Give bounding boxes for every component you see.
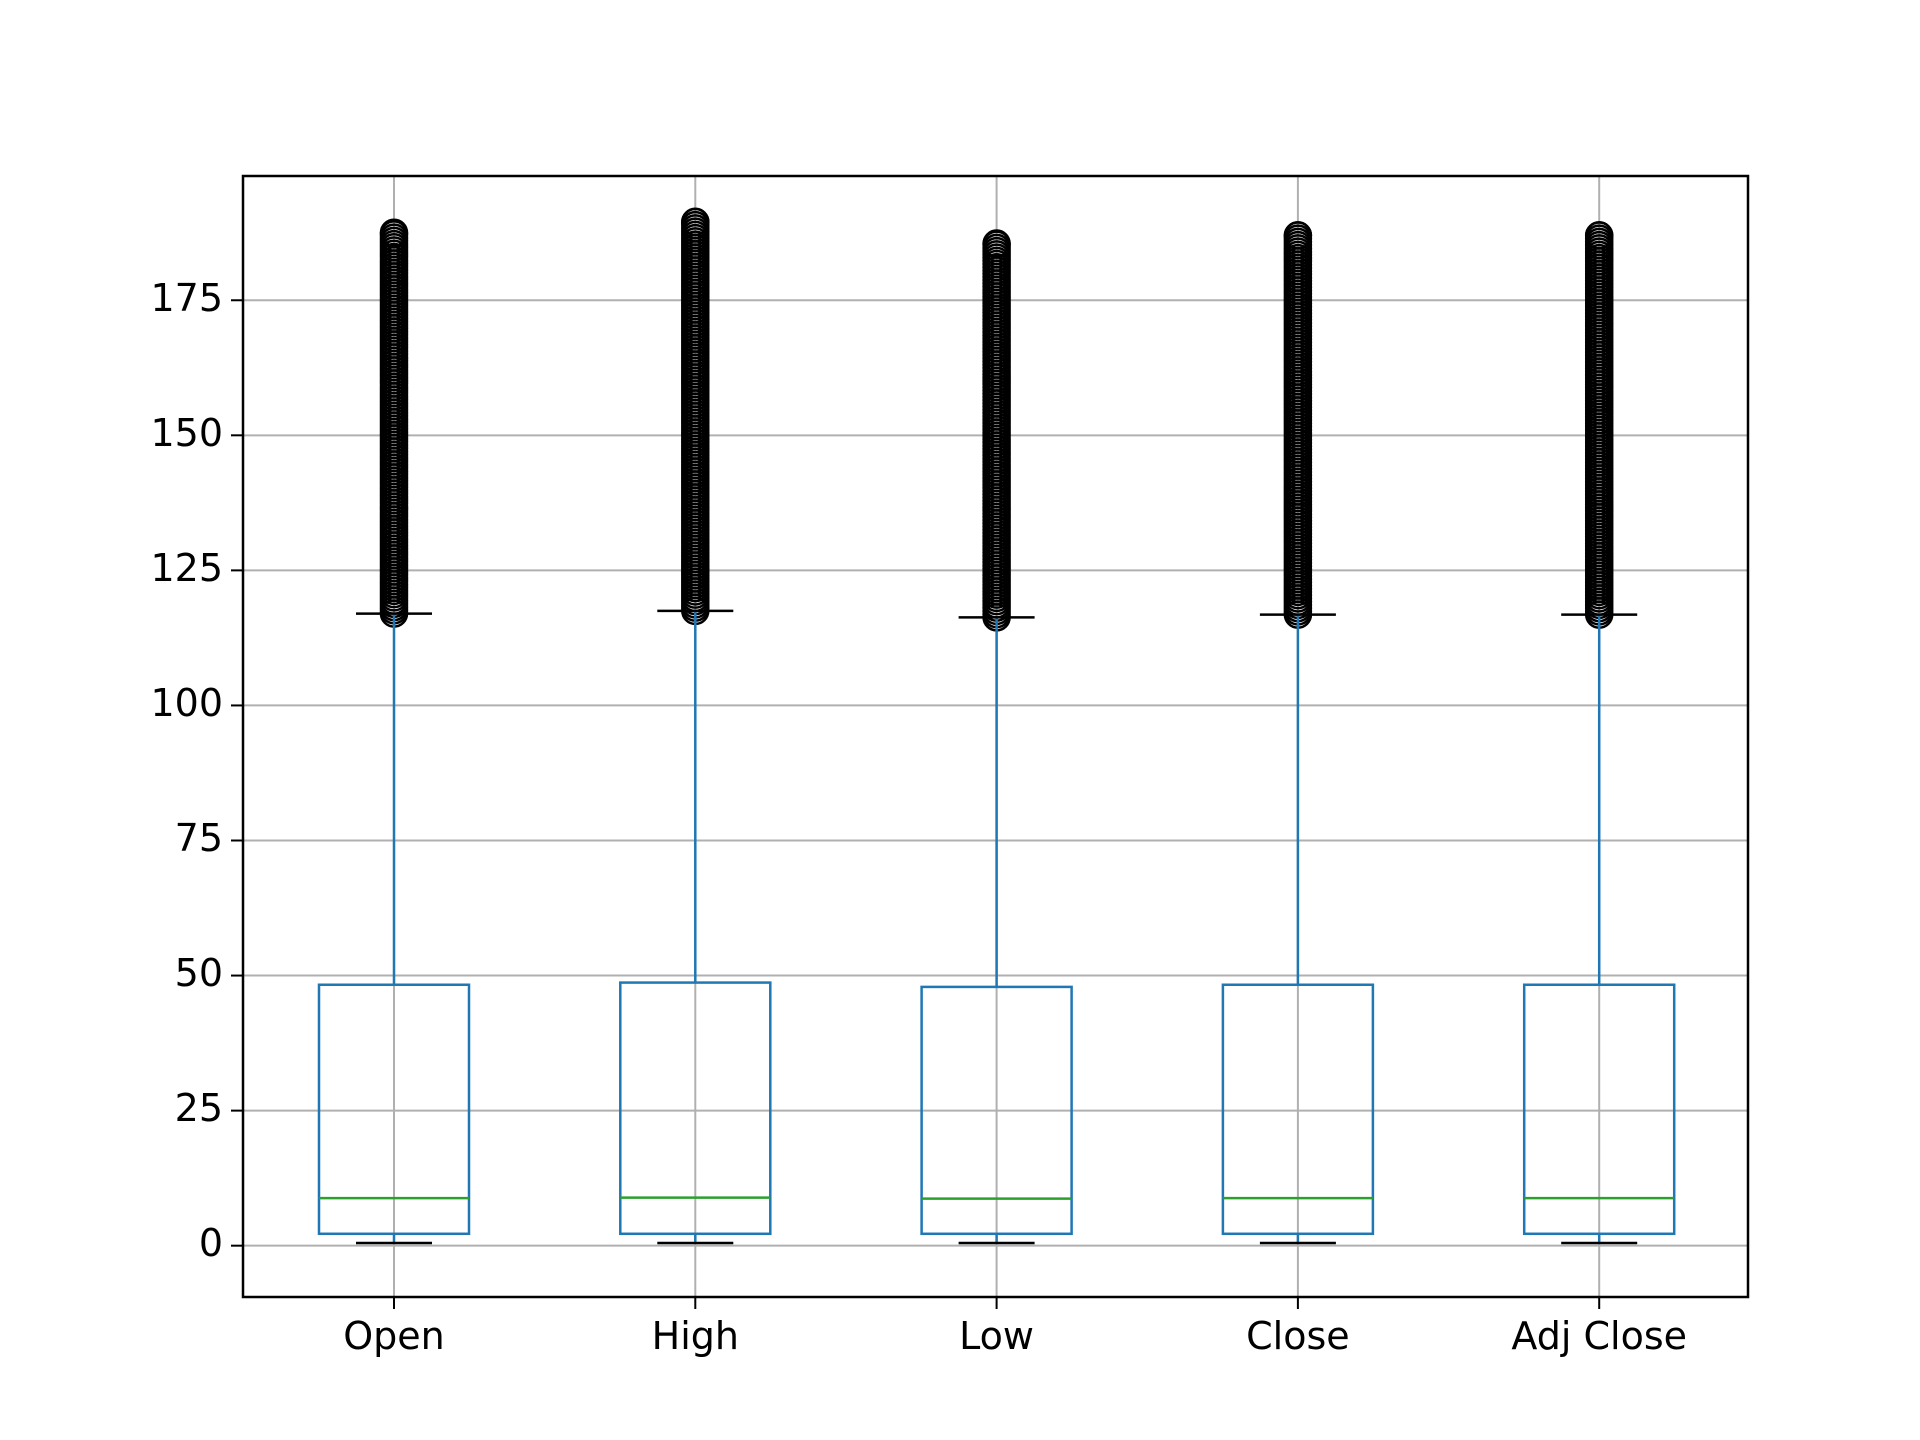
x-tick-label: Low (959, 1314, 1034, 1358)
x-tick-label: Close (1246, 1314, 1350, 1358)
iqr-box (1221, 983, 1375, 1236)
y-tick-label: 150 (150, 411, 223, 455)
outlier-point (681, 207, 710, 237)
y-tick-label: 50 (175, 951, 223, 995)
box-low (920, 229, 1073, 1245)
y-tick-label: 75 (175, 816, 223, 860)
y-tick-label: 100 (150, 681, 223, 725)
iqr-box (1522, 983, 1676, 1236)
outlier-point (1283, 221, 1313, 250)
box-high (619, 207, 772, 1245)
y-tick-label: 0 (199, 1221, 223, 1265)
y-tick-label: 125 (150, 546, 223, 590)
outlier-point (982, 229, 1011, 258)
iqr-box (920, 985, 1073, 1236)
box-open (317, 218, 471, 1245)
y-tick-label: 175 (150, 276, 223, 320)
x-tick-label: Adj Close (1511, 1314, 1687, 1358)
iqr-box (619, 981, 772, 1236)
y-tick-label: 25 (175, 1086, 223, 1130)
axis-ticks: 0 25 50 75 100 125 150 175 Open High Low Close Adj C… (150, 276, 1687, 1358)
plot-frame (241, 174, 1750, 1299)
box-adj-close (1522, 221, 1676, 1245)
outlier-point (1584, 221, 1614, 250)
boxes (317, 207, 1676, 1245)
iqr-box (317, 983, 471, 1236)
x-tick-label: Open (343, 1314, 445, 1358)
outlier-point (379, 218, 409, 247)
box-close (1221, 221, 1375, 1245)
x-tick-label: High (652, 1314, 739, 1358)
